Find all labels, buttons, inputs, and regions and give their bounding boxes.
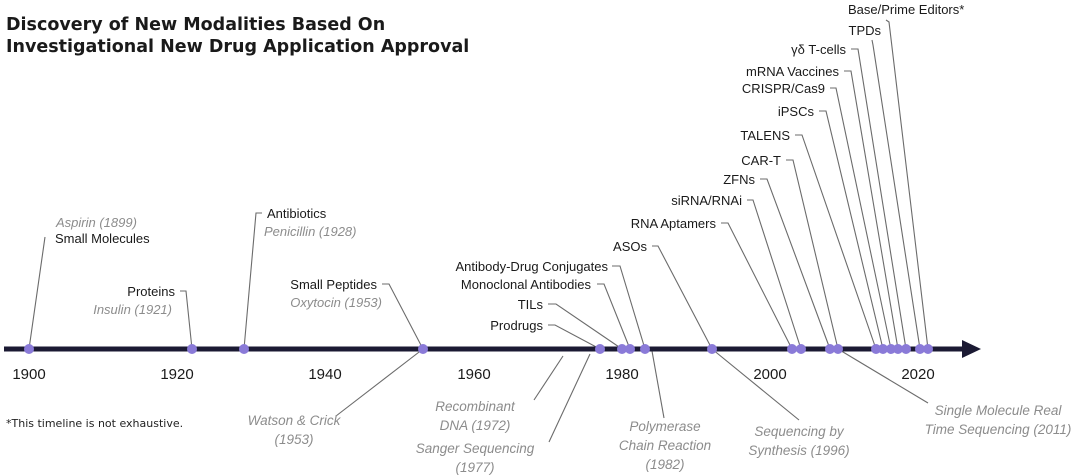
event-label: Base/Prime Editors* [848,2,964,17]
timeline-arrowhead [962,340,981,358]
event-dot [833,344,843,354]
discovery-leader-line [548,353,591,443]
discovery-label: (1953) [274,432,313,447]
event-label: Antibody-Drug Conjugates [456,259,609,274]
discovery-leader-line [651,350,665,419]
axis-tick-label: 1960 [457,366,490,383]
event-leader-line [180,290,193,350]
discovery-leader-line [711,348,800,421]
event-leader-line [819,110,884,350]
event-leader-line [786,159,839,350]
event-example-label: Insulin (1921) [93,302,172,317]
discovery-leader-line [533,355,564,401]
discovery-label: Watson & Crick [248,413,342,428]
event-leader-line [885,19,929,350]
event-dot [901,344,911,354]
event-leader-line [830,87,892,350]
event-leader-line [548,303,623,350]
event-dot [893,344,903,354]
discovery-label: (1982) [645,457,684,472]
event-dot [418,344,428,354]
event-dot [886,344,896,354]
event-dot [239,344,249,354]
event-leader-line [760,178,831,350]
event-leader-line [652,245,713,350]
event-dot [595,344,605,354]
event-dot [923,344,933,354]
discovery-label: Single Molecule Real [935,403,1063,418]
event-label: Proteins [127,284,175,299]
event-label: ASOs [613,239,647,254]
discovery-label: Synthesis (1996) [748,443,849,458]
event-dot [871,344,881,354]
event-label: mRNA Vaccines [746,64,839,79]
axis-tick-label: 1900 [12,366,45,383]
title-line-1: Discovery of New Modalities Based On [6,15,386,35]
axis-tick-label: 1920 [160,366,193,383]
event-leader-line [612,265,646,350]
discovery-label: Chain Reaction [619,438,711,453]
discovery-label: Recombinant [435,399,516,414]
event-label: Small Peptides [290,277,377,292]
axis-tick-label: 1980 [605,366,638,383]
event-label: Small Molecules [55,231,150,246]
event-label: Monoclonal Antibodies [461,277,592,292]
event-dot [640,344,650,354]
event-dot [617,344,627,354]
discovery-label: Sanger Sequencing [416,441,535,456]
event-label: TALENS [740,128,790,143]
event-leader-line [795,134,877,350]
event-dot [24,344,34,354]
event-leader-line [844,70,899,350]
event-label: ZFNs [723,172,755,187]
event-leader-line [243,212,262,350]
discovery-label: Time Sequencing (2011) [925,422,1072,437]
axis-tick-label: 2020 [901,366,934,383]
event-label: Antibiotics [267,206,327,221]
event-label: Prodrugs [490,318,543,333]
event-dot [187,344,197,354]
page-title: Discovery of New Modalities Based On Inv… [6,14,469,58]
event-dot [787,344,797,354]
event-leader-line [382,283,424,350]
event-label: CRISPR/Cas9 [742,81,825,96]
event-leader-line [597,283,631,350]
discovery-label: (1977) [455,460,494,475]
event-example-label: Penicillin (1928) [264,224,357,239]
event-leader-line [871,39,921,350]
discovery-leader-line [837,348,929,404]
footnote: *This timeline is not exhaustive. [6,417,184,430]
event-label: CAR-T [741,153,781,168]
event-example-label: Oxytocin (1953) [290,295,382,310]
discovery-label: Sequencing by [754,424,845,439]
discovery-label: DNA (1972) [440,418,511,433]
event-leader-line [851,48,907,350]
discovery-leader-line [335,348,424,417]
event-leader-line [721,222,793,350]
event-dot [625,344,635,354]
event-dot [707,344,717,354]
event-label: siRNA/RNAi [671,193,742,208]
axis-tick-label: 1940 [308,366,341,383]
event-leader-line [28,236,46,350]
event-dot [825,344,835,354]
event-label: γδ T-cells [791,42,846,57]
event-label: RNA Aptamers [631,216,717,231]
event-leader-line [548,324,601,350]
title-line-2: Investigational New Drug Application App… [6,37,470,57]
event-leader-line [747,199,802,350]
discovery-label: Polymerase [629,419,700,434]
event-label: TPDs [849,23,882,38]
event-dot [796,344,806,354]
axis-tick-label: 2000 [753,366,786,383]
event-example-label: Aspirin (1899) [55,215,137,230]
event-dot [915,344,925,354]
event-label: iPSCs [778,104,815,119]
event-dot [878,344,888,354]
event-label: TILs [518,297,544,312]
